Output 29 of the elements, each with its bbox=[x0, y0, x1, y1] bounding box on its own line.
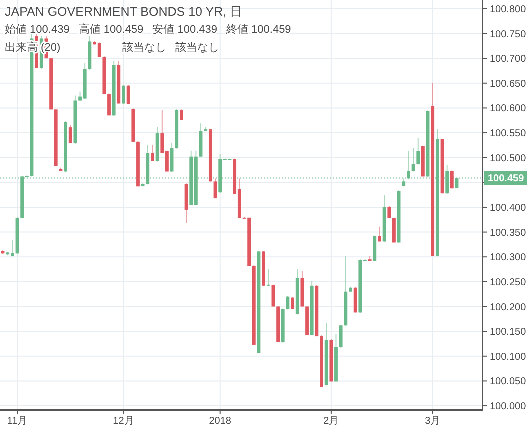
y-tick-label: 100.050 bbox=[490, 376, 527, 388]
y-tick-label: 100.250 bbox=[490, 277, 527, 288]
y-tick-label: 100.100 bbox=[490, 352, 527, 363]
y-tick-label: 100.700 bbox=[490, 54, 527, 66]
y-tick-label: 100.400 bbox=[490, 202, 527, 214]
y-tick-label: 100.650 bbox=[490, 78, 527, 90]
y-tick-label: 100.000 bbox=[490, 402, 527, 413]
x-tick-label: 3月 bbox=[425, 416, 441, 427]
y-tick-label: 100.550 bbox=[490, 128, 527, 140]
annotation: 安値 100.439 bbox=[152, 23, 218, 36]
x-tick-label: 2月 bbox=[324, 416, 340, 427]
y-tick-label: 100.800 bbox=[490, 4, 527, 16]
y-tick-label: 100.200 bbox=[490, 302, 527, 314]
y-tick-label: 100.300 bbox=[490, 252, 527, 264]
y-tick-label: 100.600 bbox=[490, 104, 527, 115]
x-tick-label: 12月 bbox=[113, 416, 134, 427]
annotation: 始値 100.439 bbox=[5, 24, 70, 36]
annotation: 該当なし bbox=[122, 41, 167, 54]
y-tick-label: 100.150 bbox=[490, 327, 527, 338]
annotation: 高値 100.459 bbox=[78, 23, 144, 36]
ref-line-label: 100.459 bbox=[488, 174, 525, 185]
chart-title: JAPAN GOVERNMENT BONDS 10 YR, 日 bbox=[5, 5, 244, 19]
y-tick-label: 100.500 bbox=[490, 153, 527, 164]
y-tick-label: 100.350 bbox=[490, 228, 527, 239]
annotation: 終値 100.459 bbox=[225, 24, 292, 36]
x-tick-label: 2018 bbox=[209, 416, 232, 427]
x-tick-label: 11月 bbox=[7, 416, 28, 427]
y-tick-label: 100.750 bbox=[490, 29, 527, 40]
annotation: 該当なし bbox=[176, 41, 220, 54]
